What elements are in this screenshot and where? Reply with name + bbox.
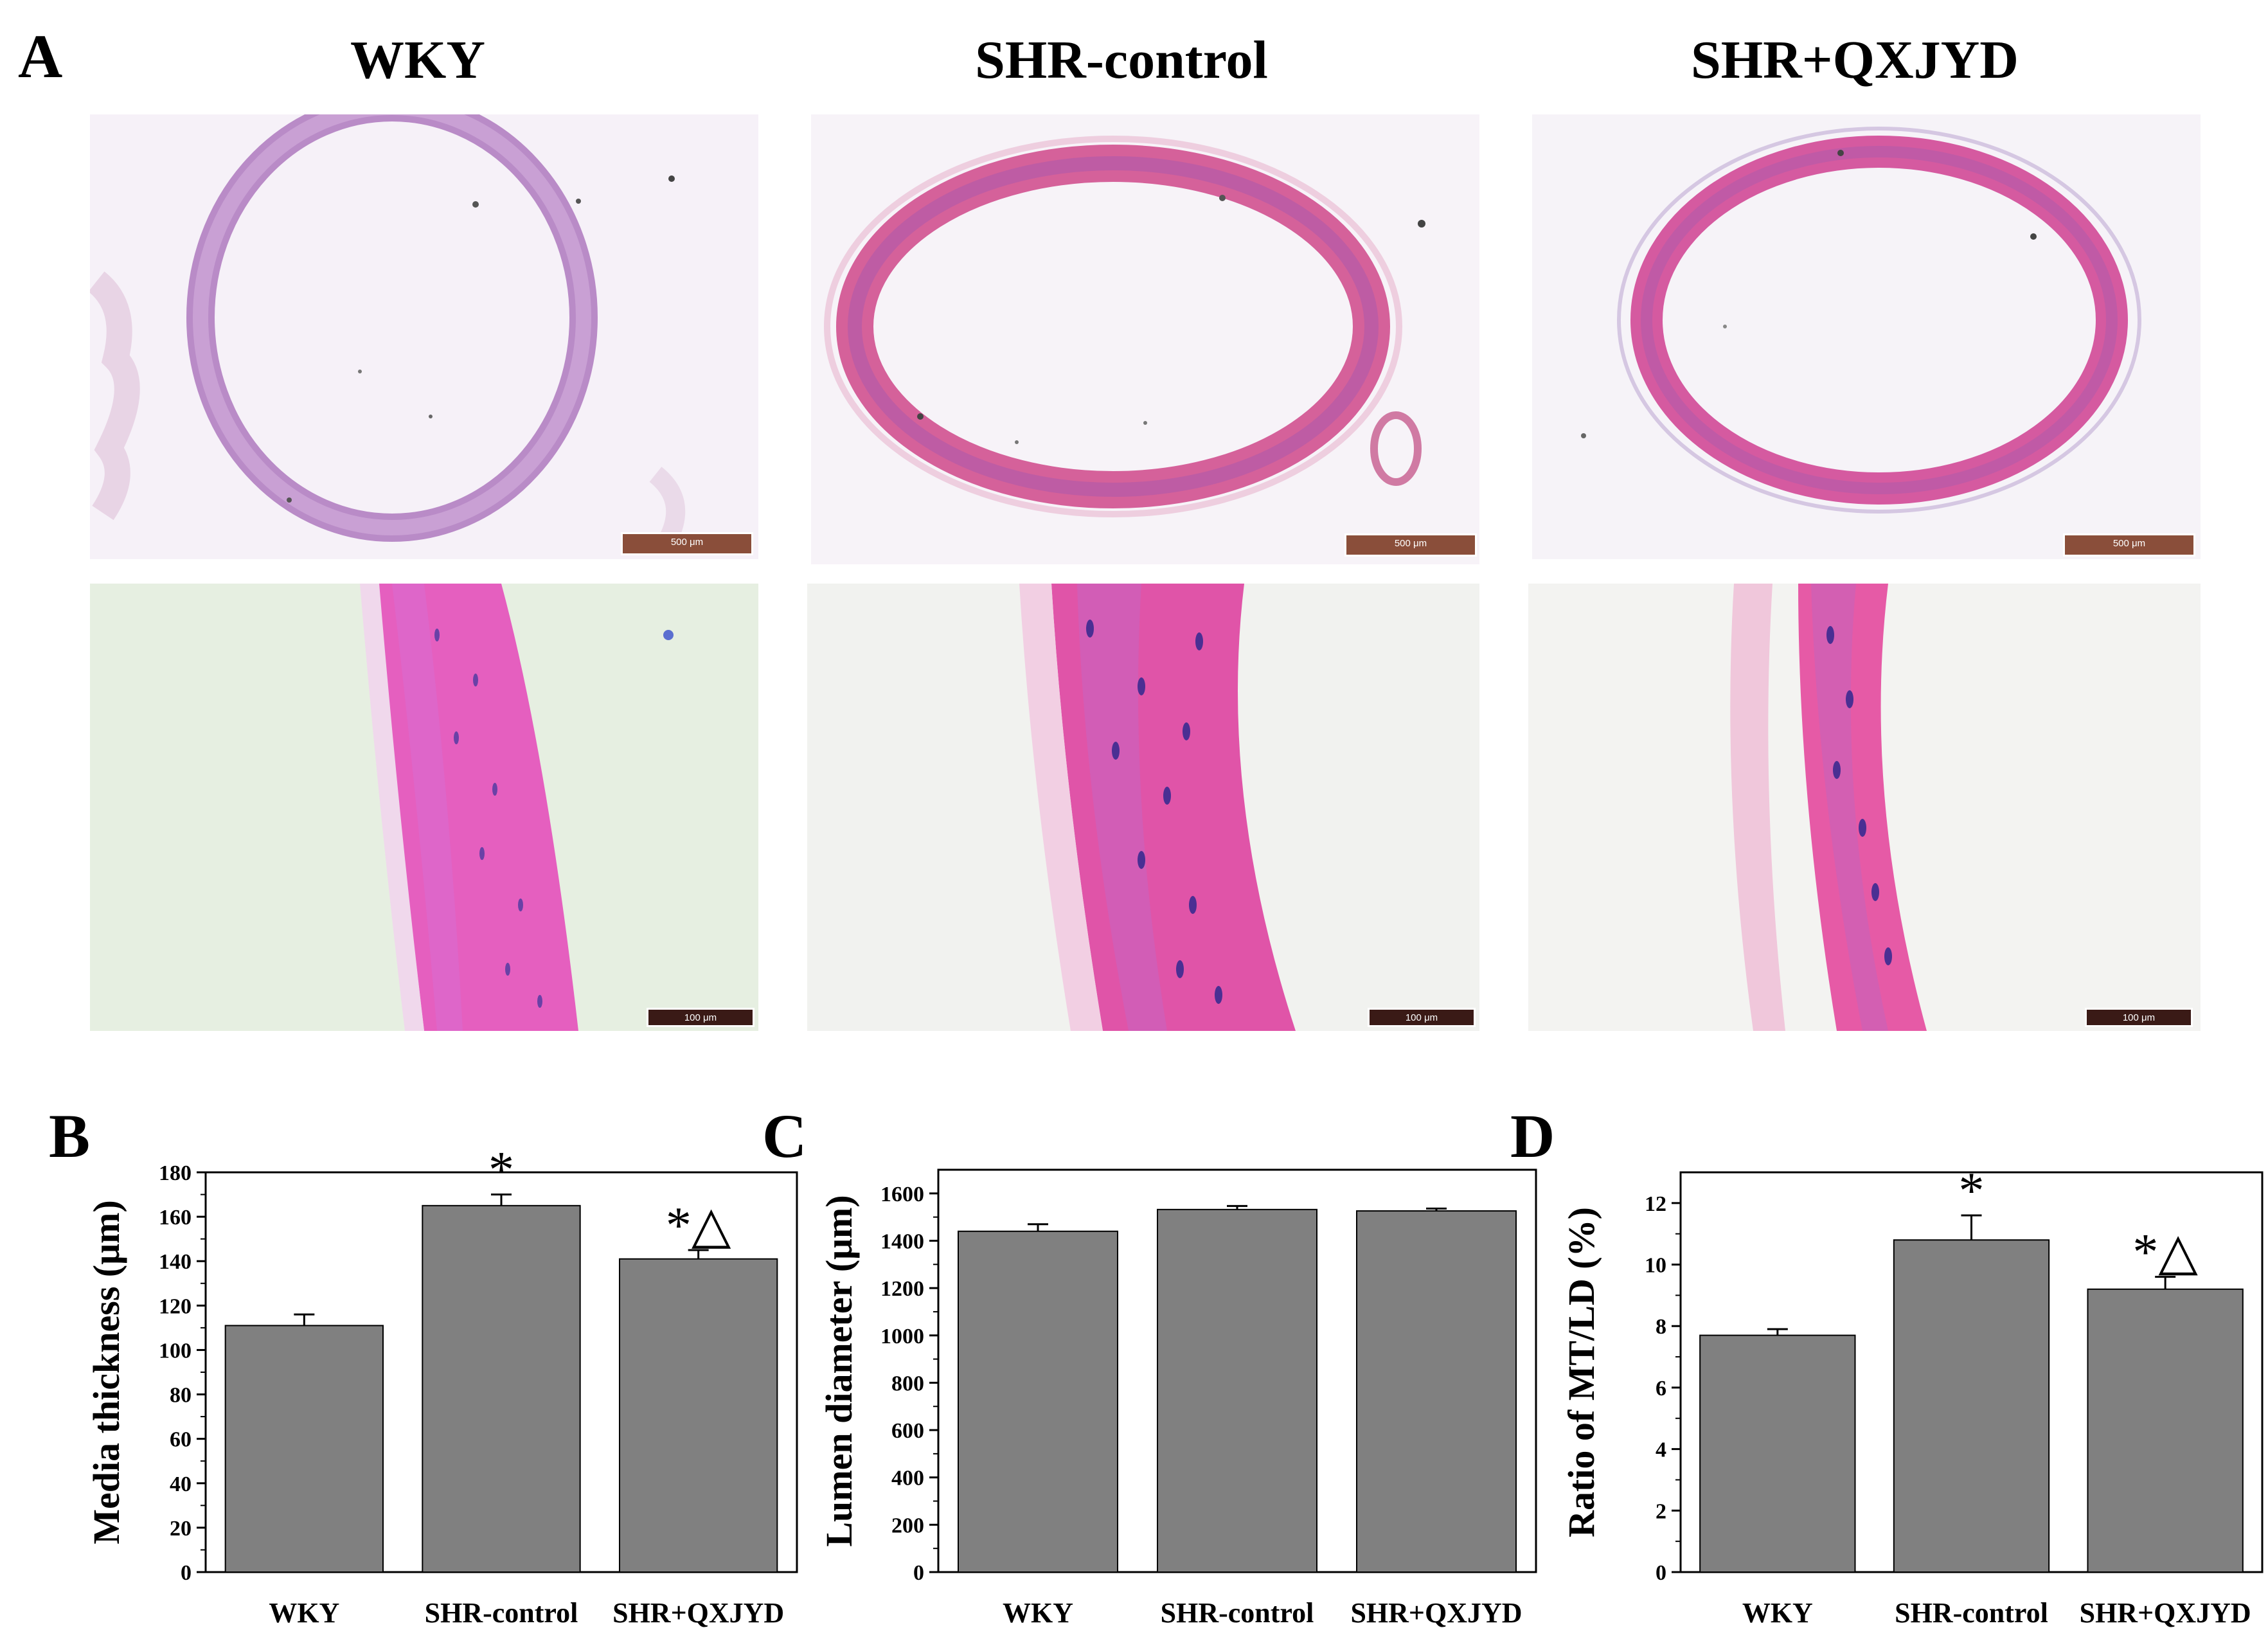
micrograph-shr-qxjyd-high: 100 μm — [1528, 584, 2201, 1031]
y-tick-label: 180 — [159, 1161, 192, 1185]
category-label: SHR+QXJYD — [2080, 1597, 2251, 1629]
y-tick-label: 800 — [891, 1372, 924, 1395]
y-tick-label: 200 — [891, 1514, 924, 1537]
y-tick-label: 2 — [1656, 1499, 1666, 1523]
y-tick-label: 140 — [159, 1250, 192, 1274]
chart-mt-ld-ratio: 0 2 4 6 8 10 12 Ratio of MT/LD (%) WKY SHR-contro… — [1560, 1163, 2264, 1629]
scalebar-shr-control-low: 500 μm — [1344, 533, 1477, 557]
y-tick-label: 0 — [913, 1561, 924, 1585]
y-tick-label: 4 — [1656, 1438, 1666, 1462]
chart-lumen-diameter: 0 200 400 600 800 1000 1200 1400 1600 Lumen diame… — [818, 1168, 1537, 1629]
bar — [2087, 1288, 2244, 1573]
y-tick-label: 0 — [1656, 1561, 1666, 1585]
panel-b-letter: B — [49, 1102, 91, 1170]
scalebar-shr-qxjyd-high: 100 μm — [2085, 1008, 2193, 1027]
category-label: SHR-control — [1161, 1597, 1314, 1629]
micrograph-shr-control-low: 500 μm — [811, 114, 1479, 564]
bar — [1356, 1210, 1517, 1573]
category-label: SHR+QXJYD — [1350, 1597, 1522, 1629]
y-tick-label: 10 — [1645, 1254, 1666, 1278]
bar — [619, 1258, 778, 1573]
scalebar-shr-qxjyd-low: 500 μm — [2063, 533, 2195, 557]
category-label: SHR+QXJYD — [612, 1597, 784, 1629]
significance-mark: * — [1959, 1163, 1985, 1219]
category-label: SHR-control — [1895, 1597, 2048, 1629]
bar — [224, 1325, 384, 1573]
y-tick-label: 40 — [170, 1472, 192, 1496]
column-title-shr-qxjyd: SHR+QXJYD — [1691, 30, 2019, 90]
bar — [1699, 1334, 1856, 1573]
significance-mark: *△ — [2132, 1224, 2198, 1281]
chart-media-thickness: 0 20 40 60 80 100 120 140 160 180 Media thickness … — [85, 1142, 798, 1629]
bar — [422, 1204, 581, 1573]
y-tick-label: 1200 — [880, 1277, 924, 1301]
y-tick-label: 1000 — [880, 1325, 924, 1348]
y-tick-label: 0 — [181, 1561, 192, 1585]
bar — [958, 1230, 1118, 1573]
bar — [1893, 1239, 2050, 1573]
significance-mark: * — [488, 1142, 514, 1199]
y-axis-title: Lumen diameter (μm) — [818, 1195, 860, 1546]
micrograph-shr-qxjyd-low: 500 μm — [1532, 114, 2201, 559]
y-tick-label: 1400 — [880, 1230, 924, 1253]
category-label: SHR-control — [425, 1597, 578, 1629]
micrograph-wky-low: 500 μm — [90, 114, 758, 559]
y-tick-label: 6 — [1656, 1377, 1666, 1400]
y-tick-label: 80 — [170, 1384, 192, 1408]
micrograph-wky-high: 100 μm — [90, 584, 758, 1031]
scalebar-shr-control-high: 100 μm — [1368, 1008, 1476, 1027]
y-tick-label: 120 — [159, 1294, 192, 1318]
panel-c-letter: C — [762, 1102, 807, 1170]
y-tick-label: 20 — [170, 1517, 192, 1541]
y-tick-label: 400 — [891, 1467, 924, 1490]
y-tick-label: 100 — [159, 1339, 192, 1363]
y-tick-label: 600 — [891, 1419, 924, 1443]
column-title-wky: WKY — [350, 30, 485, 90]
panel-d-letter: D — [1510, 1102, 1555, 1170]
column-title-shr-control: SHR-control — [975, 30, 1268, 90]
y-tick-label: 160 — [159, 1206, 192, 1230]
significance-mark: *△ — [666, 1197, 731, 1254]
y-tick-label: 8 — [1656, 1315, 1666, 1339]
category-label: WKY — [1003, 1597, 1073, 1629]
y-tick-label: 1600 — [880, 1183, 924, 1206]
y-axis-title: Media thickness (μm) — [85, 1200, 127, 1544]
category-label: WKY — [269, 1597, 339, 1629]
scalebar-wky-low: 500 μm — [621, 532, 753, 555]
bar — [1157, 1208, 1317, 1573]
category-label: WKY — [1742, 1597, 1813, 1629]
y-tick-label: 12 — [1645, 1192, 1666, 1216]
panel-a-letter: A — [18, 22, 63, 91]
y-axis-title: Ratio of MT/LD (%) — [1560, 1207, 1602, 1537]
micrograph-shr-control-high: 100 μm — [807, 584, 1479, 1031]
y-tick-label: 60 — [170, 1428, 192, 1452]
scalebar-wky-high: 100 μm — [647, 1008, 755, 1027]
